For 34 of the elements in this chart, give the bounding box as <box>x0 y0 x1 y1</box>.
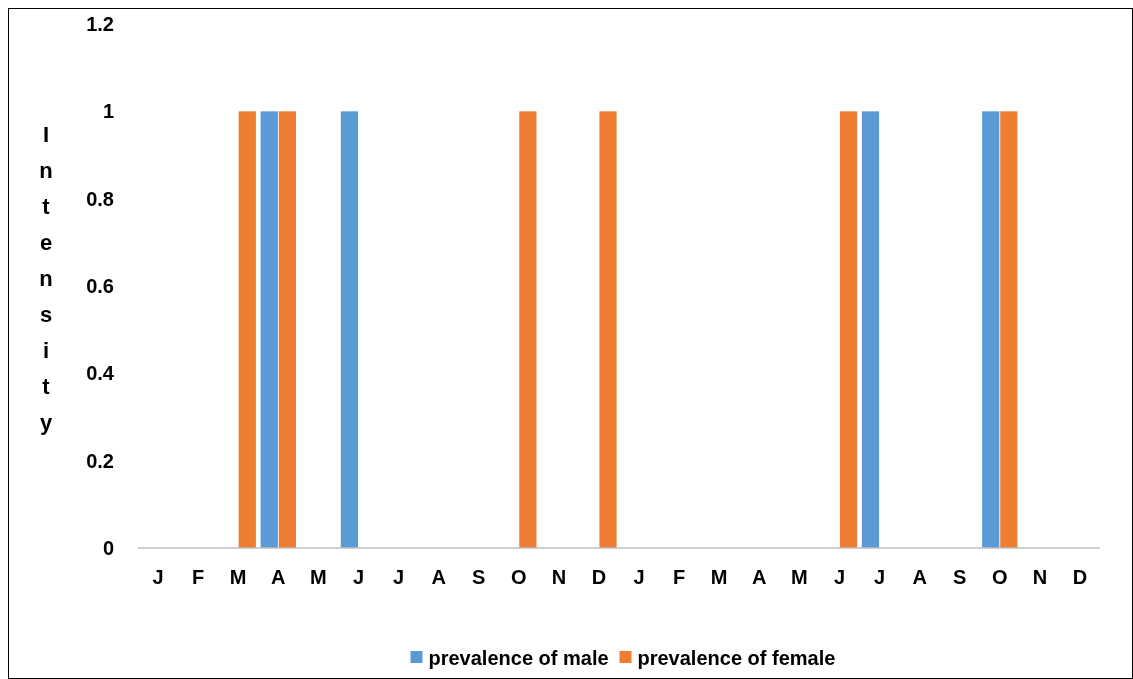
x-tick-label: M <box>310 566 327 588</box>
x-tick-label: D <box>1072 566 1088 588</box>
text: Intensity <box>39 122 53 435</box>
x-tick-label: J <box>833 566 846 588</box>
x-tick-label: O <box>511 566 527 588</box>
y-tick-label: 0.8 <box>86 187 114 210</box>
x-tick-label: S <box>472 566 486 588</box>
x-tick-label: J <box>633 566 645 588</box>
x-tick-label: F <box>192 566 205 588</box>
x-tick-label: A <box>271 566 286 588</box>
y-tick-label: 1.2 <box>86 13 114 35</box>
x-tick-label: A <box>431 566 446 588</box>
x-tick-label: F <box>673 566 686 588</box>
y-tick-label: 0 <box>102 537 114 559</box>
legend-label: prevalence of male <box>428 647 609 669</box>
x-tick-label: J <box>873 566 886 588</box>
x-tick-label: D <box>591 566 607 588</box>
y-tick-label: 1 <box>102 100 114 123</box>
x-tick-label: J <box>392 566 405 588</box>
x-tick-label: S <box>953 566 967 588</box>
y-tick-label: 0.2 <box>86 449 114 472</box>
legend-label: prevalence of female <box>637 647 836 669</box>
x-tick-label: J <box>352 566 365 588</box>
x-tick-label: M <box>710 566 728 588</box>
x-tick-label: A <box>752 566 767 588</box>
y-tick-label: 0.4 <box>86 362 115 385</box>
x-tick-label: A <box>912 566 927 588</box>
x-tick-label: O <box>992 566 1008 588</box>
x-tick-label: N <box>551 566 567 588</box>
x-tick-label: N <box>1032 566 1048 588</box>
x-tick-label: M <box>791 566 808 588</box>
x-tick-label: M <box>229 566 247 588</box>
y-tick-label: 0.6 <box>86 275 114 297</box>
x-tick-label: J <box>152 566 164 588</box>
